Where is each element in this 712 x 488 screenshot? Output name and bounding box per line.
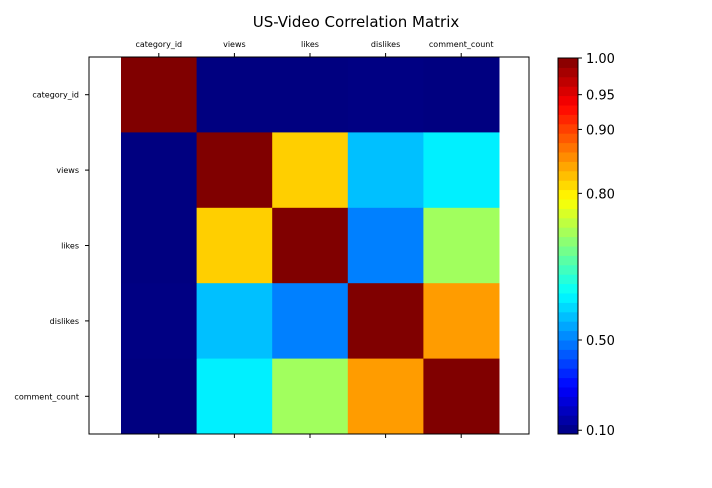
colorbar-band: [558, 67, 578, 78]
heatmap-cell: [272, 358, 349, 435]
heatmap-cell: [121, 283, 198, 360]
colorbar-band: [558, 368, 578, 379]
colorbar-band: [558, 330, 578, 341]
colorbar-band: [558, 274, 578, 285]
heatmap-plot-area: category_id views likes dislikes comment_cou…: [14, 40, 530, 438]
colorbar-tick-label: 0.90: [586, 123, 615, 138]
heatmap-cell: [196, 57, 273, 133]
heatmap-cell: [423, 132, 500, 209]
heatmap-cell: [347, 57, 424, 133]
colorbar-band: [558, 170, 578, 181]
colorbar-band: [558, 246, 578, 256]
heatmap-cell: [121, 207, 198, 284]
colorbar-band: [558, 58, 578, 68]
colorbar-band: [558, 152, 578, 162]
y-tick-label: category_id: [32, 91, 79, 100]
colorbar-band: [558, 199, 578, 209]
y-tick-label: dislikes: [50, 317, 79, 326]
colorbar-band: [558, 208, 578, 219]
chart-title: US-Video Correlation Matrix: [253, 13, 460, 31]
colorbar-frame: [557, 57, 579, 435]
heatmap-cell: [272, 283, 349, 360]
heatmap-cell: [272, 207, 349, 284]
colorbar-band: [558, 405, 578, 416]
heatmap-cell: [347, 283, 424, 360]
colorbar-band: [558, 264, 578, 275]
colorbar-tick-label: 0.10: [586, 424, 615, 439]
y-tick-label: comment_count: [14, 392, 79, 401]
heatmap-cell: [196, 283, 273, 360]
heatmap-cell: [272, 57, 349, 133]
heatmap-cell: [196, 207, 273, 284]
colorbar-band: [558, 217, 578, 228]
heatmap-cell: [347, 132, 424, 209]
heatmap-cell: [196, 132, 273, 209]
colorbar-band: [558, 340, 578, 350]
x-tick-label: comment_count: [429, 40, 494, 49]
heatmap-cell: [423, 358, 500, 435]
colorbar-tick-label: 1.00: [586, 52, 615, 67]
heatmap-cell: [121, 358, 198, 435]
heatmap-cell: [423, 207, 500, 284]
heatmap-cell: [121, 57, 198, 133]
colorbar-band: [558, 161, 578, 172]
colorbar-band: [558, 349, 578, 360]
colorbar-tick-label: 0.95: [586, 89, 615, 104]
colorbar-band: [558, 396, 578, 407]
heatmap-cell: [272, 132, 349, 209]
colorbar-band: [558, 133, 578, 144]
colorbar-band: [558, 424, 578, 435]
colorbar-band: [558, 105, 578, 115]
colorbar-band: [558, 123, 578, 134]
y-tick-label: likes: [61, 242, 79, 251]
heatmap-cell: [347, 207, 424, 284]
x-tick-label: category_id: [135, 40, 182, 49]
x-tick-label: views: [223, 40, 246, 49]
colorbar-band: [558, 283, 578, 294]
heatmap-cell: [423, 57, 500, 133]
colorbar-band: [558, 387, 578, 397]
heatmap-cell: [347, 358, 424, 435]
colorbar-band: [558, 311, 578, 322]
colorbar-band: [558, 95, 578, 106]
colorbar-band: [558, 114, 578, 125]
colorbar-tick-label: 0.50: [586, 334, 615, 349]
colorbar-band: [558, 180, 578, 191]
colorbar-band: [558, 236, 578, 247]
heatmap-cell: [196, 358, 273, 435]
y-tick-label: views: [56, 166, 79, 175]
colorbar-band: [558, 76, 578, 87]
colorbar-band: [558, 377, 578, 388]
x-tick-label: dislikes: [371, 40, 400, 49]
colorbar-band: [558, 86, 578, 97]
colorbar-band: [558, 142, 578, 153]
colorbar-band: [558, 358, 578, 369]
colorbar-band: [558, 255, 578, 266]
colorbar-band: [558, 293, 578, 303]
colorbar-band: [558, 302, 578, 313]
colorbar-band: [558, 415, 578, 426]
colorbar: 0.10 0.50 0.80 0.90 0.95 1.00: [557, 52, 615, 439]
heatmap-cell: [121, 132, 198, 209]
colorbar-tick-label: 0.80: [586, 187, 615, 202]
colorbar-band: [558, 189, 578, 200]
x-tick-label: likes: [301, 40, 319, 49]
colorbar-band: [558, 227, 578, 238]
colorbar-band: [558, 321, 578, 332]
heatmap-cell: [423, 283, 500, 360]
